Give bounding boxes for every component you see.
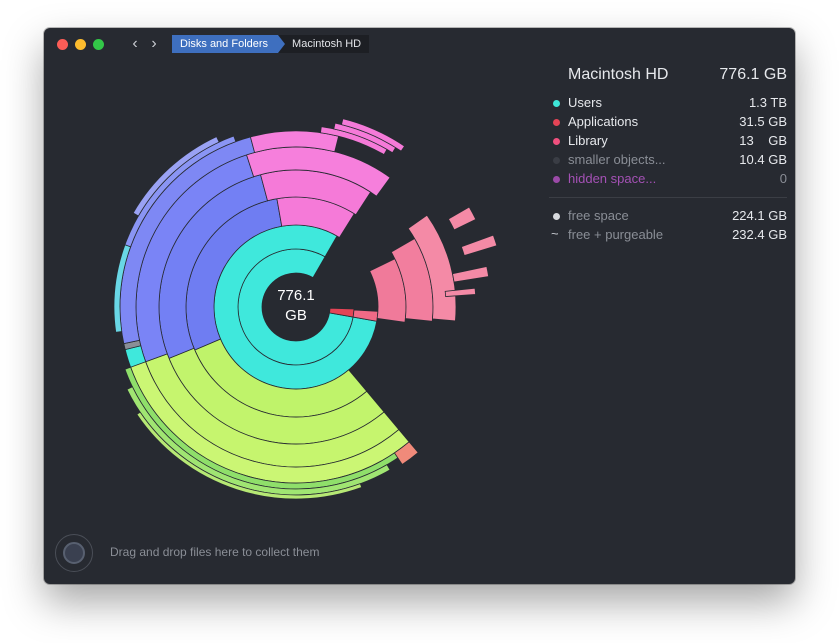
folder-segment[interactable] bbox=[447, 206, 477, 231]
app-window: ‹ › Disks and Folders Macintosh HD 776.1… bbox=[44, 28, 795, 584]
breadcrumb: Disks and Folders Macintosh HD bbox=[172, 35, 370, 53]
center-total-label[interactable]: 776.1 GB bbox=[262, 286, 330, 326]
legend-value: 10.4 GB bbox=[739, 152, 787, 167]
close-button[interactable] bbox=[57, 39, 68, 50]
back-chevron-icon[interactable]: ‹ bbox=[132, 35, 138, 52]
legend-value: 1.3 TB bbox=[748, 95, 787, 110]
free-purgeable-row: ~ free + purgeable 232.4 GB bbox=[549, 226, 787, 245]
free-space-dot-icon bbox=[553, 213, 560, 220]
tilde-icon: ~ bbox=[551, 226, 559, 241]
free-space-label: free space bbox=[568, 208, 629, 223]
center-total-value: 776.1 bbox=[277, 287, 315, 304]
breadcrumb-disks-and-folders[interactable]: Disks and Folders bbox=[172, 35, 286, 53]
legend-value: 31.5 GB bbox=[739, 114, 787, 129]
collector-core bbox=[63, 542, 85, 564]
collector-hint: Drag and drop files here to collect them bbox=[110, 545, 320, 559]
free-purgeable-value: 232.4 GB bbox=[732, 227, 787, 242]
free-purgeable-label: free + purgeable bbox=[568, 227, 664, 242]
folder-segment[interactable] bbox=[407, 214, 457, 322]
folder-segment[interactable] bbox=[136, 411, 363, 500]
folder-segment[interactable] bbox=[444, 287, 476, 297]
legend-label: Applications bbox=[568, 114, 639, 129]
folder-segment[interactable] bbox=[132, 136, 220, 217]
folder-segment[interactable] bbox=[393, 441, 419, 466]
applications-dot-icon bbox=[553, 119, 560, 126]
legend-label: Library bbox=[568, 133, 608, 148]
free-space-row: free space 224.1 GB bbox=[549, 207, 787, 226]
library-dot-icon bbox=[553, 138, 560, 145]
legend-panel: Macintosh HD 776.1 GB Users 1.3 TB Appli… bbox=[549, 64, 787, 245]
folder-segment[interactable] bbox=[452, 265, 490, 283]
folder-segment[interactable] bbox=[249, 130, 340, 153]
legend-item-smaller-objects[interactable]: smaller objects... 10.4 GB bbox=[549, 151, 787, 170]
free-space-value: 224.1 GB bbox=[732, 208, 787, 223]
legend-value: 13 GB bbox=[739, 133, 787, 148]
legend-divider bbox=[549, 197, 787, 198]
smaller-objects-dot-icon bbox=[553, 157, 560, 164]
disk-size: 776.1 GB bbox=[719, 66, 787, 83]
titlebar: ‹ › Disks and Folders Macintosh HD bbox=[44, 28, 795, 60]
users-dot-icon bbox=[553, 100, 560, 107]
legend-item-hidden-space[interactable]: hidden space... 0 bbox=[549, 170, 787, 189]
legend-item-applications[interactable]: Applications 31.5 GB bbox=[549, 113, 787, 132]
folder-segment[interactable] bbox=[340, 118, 406, 152]
minimize-button[interactable] bbox=[75, 39, 86, 50]
legend-label: Users bbox=[568, 95, 602, 110]
sunburst-chart[interactable] bbox=[44, 28, 795, 584]
hidden-space-dot-icon bbox=[553, 176, 560, 183]
center-total-unit: GB bbox=[285, 307, 307, 324]
legend-item-users[interactable]: Users 1.3 TB bbox=[549, 94, 787, 113]
legend-label: hidden space... bbox=[568, 171, 657, 186]
disk-header: Macintosh HD 776.1 GB bbox=[549, 64, 787, 88]
forward-chevron-icon[interactable]: › bbox=[151, 35, 157, 52]
legend-label: smaller objects... bbox=[568, 152, 666, 167]
maximize-button[interactable] bbox=[93, 39, 104, 50]
legend-item-library[interactable]: Library 13 GB bbox=[549, 132, 787, 151]
disk-name: Macintosh HD bbox=[568, 66, 669, 83]
legend-value: 0 bbox=[779, 171, 787, 186]
collector-drop-icon[interactable] bbox=[55, 534, 93, 572]
breadcrumb-macintosh-hd[interactable]: Macintosh HD bbox=[278, 35, 370, 53]
folder-segment[interactable] bbox=[460, 234, 498, 257]
